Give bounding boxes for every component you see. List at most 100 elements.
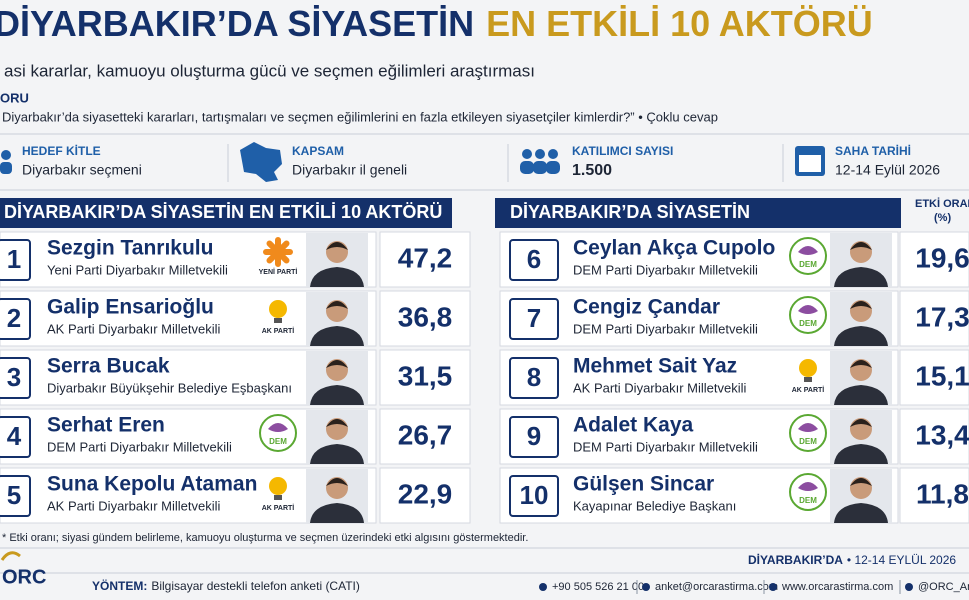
rank: 9 [527, 421, 541, 451]
brand-mark [0, 551, 21, 561]
rank-box [509, 416, 559, 458]
info-icon [520, 149, 560, 174]
party-logo: YENİ PARTİ [259, 237, 297, 276]
portrait-body [834, 385, 888, 405]
party-logo: DEM [789, 296, 827, 334]
portrait-body [834, 326, 888, 346]
rank: 6 [527, 244, 541, 274]
logo-label: DEM [799, 319, 817, 328]
portrait [306, 233, 368, 287]
question-label: ORU [0, 90, 29, 105]
score-box [899, 349, 969, 406]
score-box [379, 408, 471, 465]
contact-icon [769, 583, 777, 591]
info-icon [795, 146, 825, 176]
score: 15,1 [915, 360, 969, 391]
score-box [379, 231, 471, 288]
logo-shape [269, 477, 287, 495]
footnote: * Etki oranı; siyasi gündem belirleme, k… [2, 532, 528, 544]
party-logo: DEM [259, 414, 297, 452]
score: 13,4 [915, 419, 969, 450]
info-value: Diyarbakır il geneli [292, 162, 407, 178]
portrait [306, 410, 368, 464]
portrait [830, 233, 892, 287]
panel-heading: DİYARBAKIR’DA SİYASETİN [510, 202, 750, 222]
score: 47,2 [398, 242, 453, 273]
info-icon [0, 150, 12, 174]
logo-shape [274, 495, 282, 500]
contact: www.orcarastirma.com [781, 581, 893, 593]
rank: 10 [520, 480, 549, 510]
name: Suna Kepolu Ataman [47, 473, 257, 496]
portrait [830, 410, 892, 464]
role: AK Parti Diyarbakır Milletvekili [573, 380, 746, 395]
logo-shape [798, 246, 818, 255]
rank-box [0, 239, 31, 281]
score-box [899, 408, 969, 465]
logo-label: DEM [799, 496, 817, 505]
score: 26,7 [398, 419, 453, 450]
column-unit: (%) [934, 212, 951, 224]
portrait-body [310, 267, 364, 287]
info-value: Diyarbakır seçmeni [22, 162, 142, 178]
score-box [899, 231, 969, 288]
logo-label: DEM [269, 437, 287, 446]
logo-shape [799, 359, 817, 377]
portrait [830, 292, 892, 346]
panel-heading: DİYARBAKIR’DA SİYASETİN EN ETKİLİ 10 AKT… [4, 202, 442, 222]
date: • 12-14 EYLÜL 2026 [847, 553, 956, 567]
score-box [379, 290, 471, 347]
contact: anket@orcarastirma.com [655, 581, 778, 593]
score: 11,8 [916, 478, 969, 509]
name: Gülşen Sincar [573, 473, 714, 496]
role: AK Parti Diyarbakır Milletvekili [47, 498, 220, 513]
rank: 1 [7, 244, 21, 274]
role: DEM Parti Diyarbakır Milletvekili [573, 439, 758, 454]
portrait-hair [850, 242, 872, 250]
contact: @ORC_Ara [918, 581, 969, 593]
portrait-body [310, 503, 364, 523]
portrait [306, 351, 368, 405]
role: Kayapınar Belediye Başkanı [573, 498, 736, 513]
content: DİYARBAKIR’DA SİYASETİN EN ETKİLİ 10 AKTÖ… [0, 3, 969, 594]
question-text: Diyarbakır’da siyasetteki kararları, tar… [2, 109, 718, 124]
name: Galip Ensarioğlu [47, 296, 214, 319]
score: 22,9 [398, 478, 453, 509]
role: Yeni Parti Diyarbakır Milletvekili [47, 262, 228, 277]
portrait-hair [326, 301, 348, 309]
logo-shape [798, 305, 818, 314]
portrait-hair [850, 301, 872, 309]
portrait-hair [326, 419, 348, 427]
method-label: YÖNTEM: [92, 578, 147, 593]
icon-shape [548, 149, 558, 159]
score: 19,6 [915, 242, 969, 273]
party-logo: AK PARTİ [792, 359, 824, 394]
logo-label: AK PARTİ [262, 504, 295, 512]
brand: ORC [2, 566, 46, 588]
rank-box [509, 357, 559, 399]
portrait-body [310, 444, 364, 464]
role: Diyarbakır Büyükşehir Belediye Eşbaşkanı [47, 380, 292, 395]
logo-shape [789, 296, 827, 334]
logo-shape [798, 482, 818, 491]
info-icon [240, 142, 282, 182]
rank-box [0, 475, 31, 517]
logo-shape [263, 237, 293, 267]
rank: 5 [7, 480, 21, 510]
logo-shape [789, 473, 827, 511]
portrait-hair [850, 360, 872, 368]
icon-shape [240, 142, 282, 182]
column-label: ETKİ ORANI [915, 197, 969, 210]
portrait [830, 351, 892, 405]
info-label: HEDEF KİTLE [22, 143, 101, 158]
contact-icon [642, 583, 650, 591]
logo-shape [804, 377, 812, 382]
rank-box [509, 298, 559, 340]
method: YÖNTEM: Bilgisayar destekli telefon anket… [92, 578, 360, 593]
title: DİYARBAKIR’DA SİYASETİN EN ETKİLİ 10 AKTÖ… [0, 3, 873, 44]
left-heading-bar [0, 198, 452, 228]
portrait-hair [850, 419, 872, 427]
role: DEM Parti Diyarbakır Milletvekili [573, 262, 758, 277]
portrait-body [834, 444, 888, 464]
